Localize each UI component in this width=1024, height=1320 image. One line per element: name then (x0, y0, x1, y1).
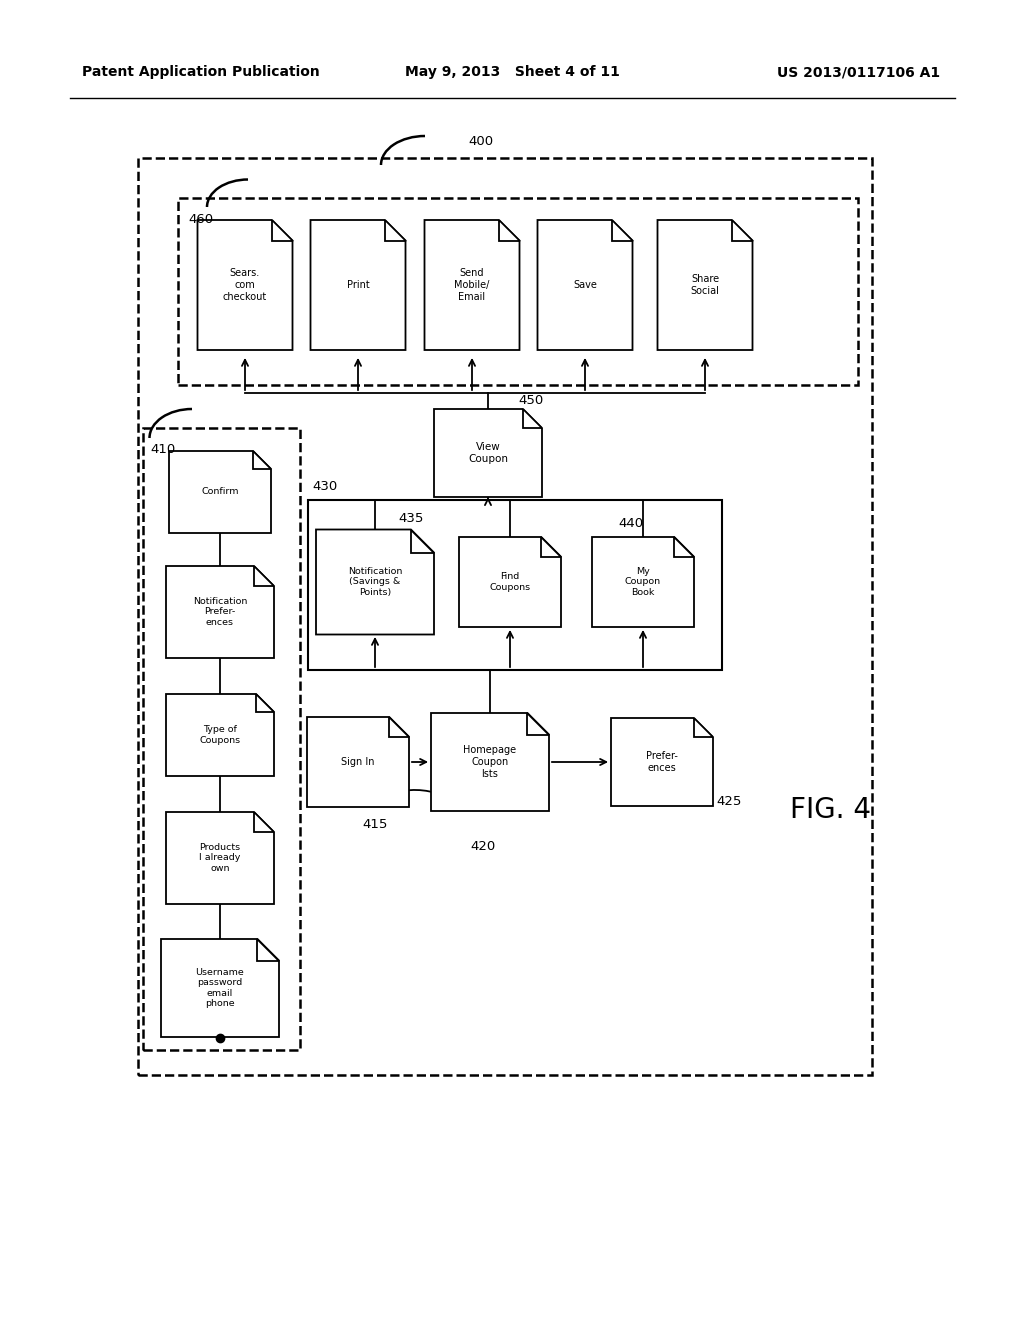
Text: Sign In: Sign In (341, 756, 375, 767)
Polygon shape (731, 220, 753, 242)
Text: May 9, 2013   Sheet 4 of 11: May 9, 2013 Sheet 4 of 11 (404, 65, 620, 79)
Bar (138, 158, 872, 1074)
Text: 460: 460 (188, 213, 213, 226)
Polygon shape (310, 220, 406, 350)
Polygon shape (657, 220, 753, 350)
Text: Share
Social: Share Social (690, 275, 720, 296)
Polygon shape (538, 220, 633, 350)
Text: Confirm: Confirm (202, 487, 239, 496)
Text: Save: Save (573, 280, 597, 290)
Polygon shape (307, 717, 409, 807)
Text: Type of
Coupons: Type of Coupons (200, 725, 241, 744)
Text: 440: 440 (618, 517, 643, 531)
Polygon shape (389, 717, 409, 737)
Text: 450: 450 (518, 393, 544, 407)
Bar (178, 198, 858, 385)
Polygon shape (674, 537, 694, 557)
Bar (143, 428, 300, 1049)
Text: Send
Mobile/
Email: Send Mobile/ Email (455, 268, 489, 301)
Text: Products
I already
own: Products I already own (200, 843, 241, 873)
Polygon shape (542, 537, 561, 557)
Text: Patent Application Publication: Patent Application Publication (82, 65, 319, 79)
Polygon shape (431, 713, 549, 810)
Text: Find
Coupons: Find Coupons (489, 573, 530, 591)
Polygon shape (411, 529, 434, 553)
Bar (308, 500, 722, 671)
Polygon shape (257, 939, 279, 961)
Text: 425: 425 (716, 795, 741, 808)
Polygon shape (254, 812, 274, 832)
Polygon shape (611, 220, 633, 242)
Polygon shape (198, 220, 293, 350)
Polygon shape (434, 409, 542, 498)
Polygon shape (425, 220, 519, 350)
Text: Notification
Prefer-
ences: Notification Prefer- ences (193, 597, 247, 627)
Polygon shape (693, 718, 713, 738)
Text: 435: 435 (398, 512, 423, 525)
Polygon shape (316, 529, 434, 635)
Polygon shape (169, 451, 271, 533)
Text: 430: 430 (312, 480, 337, 492)
Polygon shape (271, 220, 293, 242)
Polygon shape (459, 537, 561, 627)
Text: 415: 415 (362, 818, 387, 832)
Text: FIG. 4: FIG. 4 (790, 796, 870, 824)
Polygon shape (527, 713, 549, 734)
Text: US 2013/0117106 A1: US 2013/0117106 A1 (777, 65, 940, 79)
Text: 400: 400 (468, 135, 494, 148)
Polygon shape (166, 694, 274, 776)
Polygon shape (166, 812, 274, 904)
Text: Notification
(Savings &
Points): Notification (Savings & Points) (348, 568, 402, 597)
Text: Homepage
Coupon
lsts: Homepage Coupon lsts (464, 746, 516, 779)
Polygon shape (611, 718, 713, 807)
Polygon shape (499, 220, 519, 242)
Polygon shape (254, 566, 274, 586)
Polygon shape (166, 566, 274, 657)
Text: View
Coupon: View Coupon (468, 442, 508, 463)
Polygon shape (253, 451, 271, 469)
Text: My
Coupon
Book: My Coupon Book (625, 568, 662, 597)
Text: 420: 420 (470, 840, 496, 853)
Polygon shape (161, 939, 279, 1038)
Text: Print: Print (347, 280, 370, 290)
Text: Prefer-
ences: Prefer- ences (646, 751, 678, 772)
Text: Username
password
email
phone: Username password email phone (196, 968, 245, 1008)
Polygon shape (522, 409, 542, 429)
Text: Sears.
com
checkout: Sears. com checkout (223, 268, 267, 301)
Polygon shape (256, 694, 274, 711)
Polygon shape (385, 220, 406, 242)
Text: 410: 410 (150, 444, 175, 455)
Polygon shape (592, 537, 694, 627)
